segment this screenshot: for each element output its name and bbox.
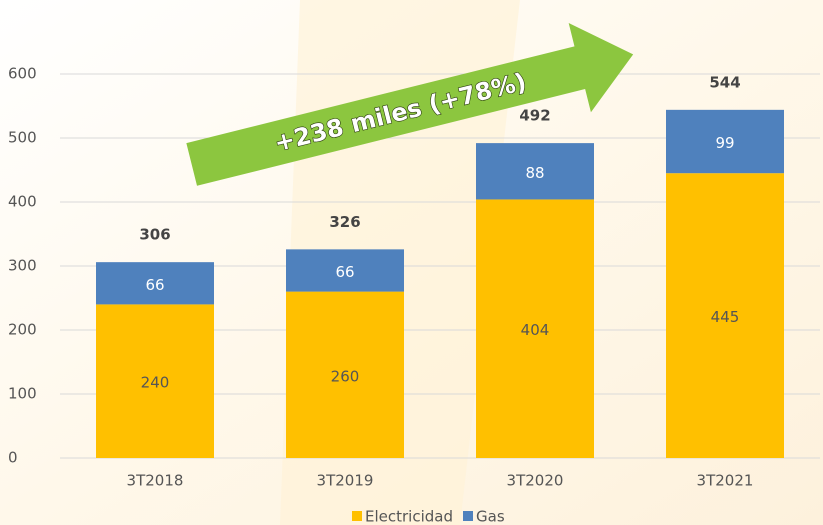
bar-segment bbox=[666, 109, 784, 174]
data-label: 66 bbox=[335, 263, 354, 281]
bar-segment bbox=[286, 291, 404, 458]
legend-label: Electricidad bbox=[365, 508, 453, 525]
total-label: 544 bbox=[709, 73, 740, 91]
y-tick-label: 0 bbox=[8, 449, 18, 467]
y-tick-label: 300 bbox=[8, 257, 37, 275]
total-label: 306 bbox=[139, 226, 170, 244]
total-label: 492 bbox=[519, 107, 550, 125]
total-label: 326 bbox=[329, 213, 360, 231]
bar-segment bbox=[96, 262, 214, 305]
y-tick-label: 500 bbox=[8, 129, 37, 147]
x-tick-label: 3T2021 bbox=[697, 472, 754, 490]
arrow-shape bbox=[186, 23, 634, 186]
bar-segment bbox=[286, 249, 404, 292]
data-label: 260 bbox=[331, 367, 360, 385]
data-label: 88 bbox=[525, 164, 544, 182]
x-tick-label: 3T2019 bbox=[317, 472, 374, 490]
y-tick-label: 400 bbox=[8, 193, 37, 211]
data-label: 404 bbox=[521, 321, 550, 339]
bar-segment bbox=[96, 304, 214, 458]
data-label: 99 bbox=[715, 134, 734, 152]
y-tick-label: 100 bbox=[8, 385, 37, 403]
x-tick-label: 3T2018 bbox=[127, 472, 184, 490]
data-label: 66 bbox=[145, 276, 164, 294]
legend-label: Gas bbox=[476, 508, 505, 525]
legend-swatch bbox=[352, 511, 362, 521]
y-tick-label: 200 bbox=[8, 321, 37, 339]
x-tick-label: 3T2020 bbox=[507, 472, 564, 490]
bar-segment bbox=[476, 143, 594, 200]
legend-swatch bbox=[463, 511, 473, 521]
y-tick-label: 600 bbox=[8, 65, 37, 83]
data-label: 445 bbox=[711, 308, 740, 326]
data-label: 240 bbox=[141, 374, 170, 392]
bar-segment bbox=[666, 173, 784, 458]
bar-segment bbox=[476, 199, 594, 458]
